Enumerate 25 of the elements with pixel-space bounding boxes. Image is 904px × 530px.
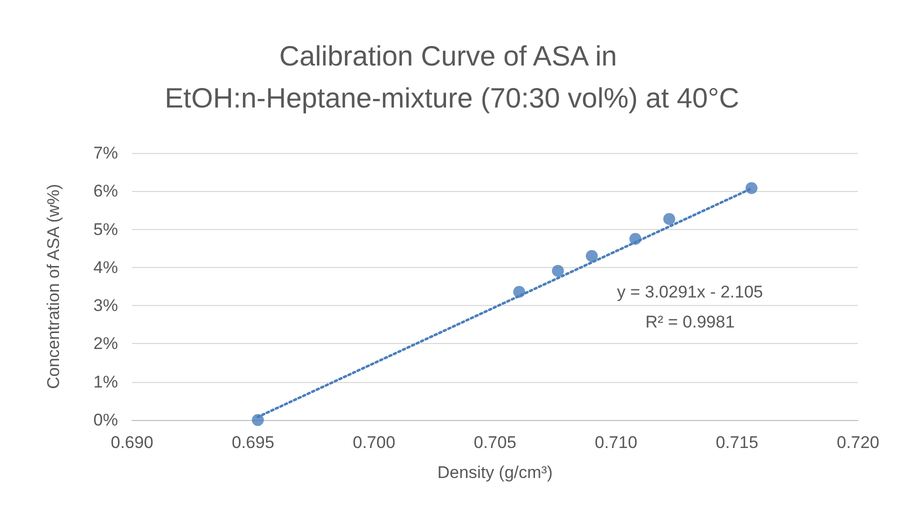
- y-tick-label: 5%: [93, 220, 118, 239]
- annotation: y = 3.0291x - 2.105: [616, 282, 764, 302]
- y-tick-label: 3%: [93, 296, 118, 316]
- x-tick-label: 0.690: [110, 433, 154, 452]
- x-tick-label: 0.720: [836, 433, 880, 452]
- y-tick-label: 0%: [93, 410, 118, 430]
- x-tick-label: 0.710: [594, 433, 638, 452]
- x-tick-label: 0.700: [352, 433, 396, 452]
- x-tick-label: 0.715: [716, 433, 758, 452]
- x-axis-title: Density (g/cm³): [437, 463, 553, 482]
- x-tick-label: 0.705: [474, 433, 516, 452]
- point: [746, 182, 758, 194]
- y-axis-title: Concentration of ASA (w%): [44, 184, 63, 390]
- y-tick-label: 6%: [93, 182, 118, 201]
- chart-title: Calibration Curve of ASA in EtOH:n-Heptane-mixture (70:30 vol%) at 40°C: [164, 40, 740, 114]
- annotation: R² = 0.9981: [645, 312, 735, 332]
- y-tick-label: 1%: [93, 372, 118, 392]
- point: [663, 212, 676, 225]
- x-tick-label: 0.695: [232, 433, 274, 452]
- y-tick-label: 7%: [93, 144, 118, 162]
- point: [552, 264, 564, 277]
- y-tick-label: 2%: [93, 334, 118, 354]
- y-tick-label: 4%: [93, 258, 118, 277]
- point: [586, 250, 598, 262]
- point: [252, 414, 264, 426]
